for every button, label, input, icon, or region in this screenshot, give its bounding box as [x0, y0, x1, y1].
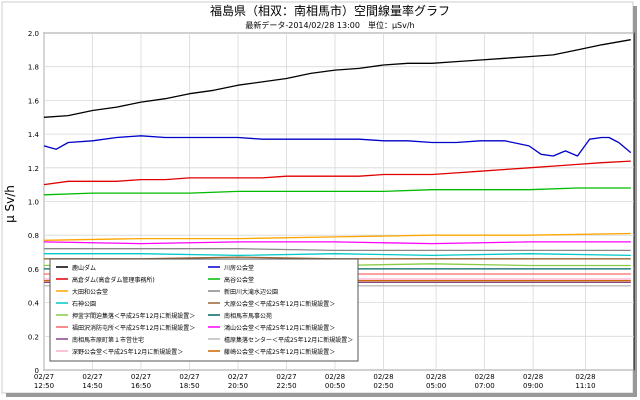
x-tick-time: 22:50 — [276, 382, 296, 390]
legend-label: 高倉ダム(高倉ダム管理事務所) — [72, 276, 155, 284]
x-tick-date: 02/27 — [34, 373, 54, 381]
x-tick-date: 02/27 — [228, 373, 248, 381]
y-tick-label: 1.6 — [28, 97, 40, 105]
series-line-1 — [43, 135, 632, 157]
legend-label: 鴻山公会堂＜平成25年12月に新規設置＞ — [224, 324, 335, 332]
legend-label: 押釜字間迫集落＜平成25年12月に新規設置＞ — [72, 312, 195, 320]
y-tick-label: 0.6 — [28, 266, 40, 274]
legend-label: 石神公園 — [72, 300, 96, 308]
x-tick-time: 18:50 — [179, 382, 199, 390]
series-line-2 — [43, 160, 631, 186]
chart-title: 福島県（相双：南相馬市）空間線量率グラフ — [210, 3, 450, 18]
x-tick-time: 07:00 — [475, 382, 495, 390]
frame-shadow-bottom — [6, 393, 637, 397]
legend-label: 藤崎公会堂＜平成25年12月に新規設置＞ — [224, 348, 335, 356]
y-ticks: 0 0.2 0.4 0.6 0.8 1.0 1.2 1.4 1.6 1.8 2.0 — [28, 30, 40, 375]
x-tick-time: 05:00 — [426, 382, 446, 390]
legend-label: 高谷公会堂 — [224, 276, 254, 284]
x-tick-date: 02/27 — [179, 373, 199, 381]
legend-label: 橲原集落センター＜平成25年12月に新規設置＞ — [224, 336, 353, 344]
series-line-0 — [43, 39, 631, 118]
x-tick-time: 16:50 — [131, 382, 151, 390]
x-tick-time: 11:10 — [575, 382, 595, 390]
series-line-6 — [44, 253, 631, 257]
x-tick-date: 02/28 — [325, 373, 345, 381]
x-tick-time: 14:50 — [82, 382, 102, 390]
x-tick-date: 02/27 — [82, 373, 102, 381]
x-tick-date: 02/28 — [523, 373, 543, 381]
legend-label: 鹿山ダム — [72, 264, 96, 272]
y-tick-label: 0.4 — [28, 300, 40, 308]
legend-label: 新田川大滝水辺公園 — [224, 288, 278, 296]
y-tick-label: 2.0 — [28, 30, 39, 38]
legend-label: 大田和公会堂 — [72, 288, 108, 296]
series-line-11 — [43, 241, 631, 245]
x-tick-time: 02:50 — [373, 382, 393, 390]
y-tick-label: 0.2 — [28, 333, 39, 341]
legend-label: 南相馬市馬事公苑 — [224, 312, 272, 320]
x-tick-date: 02/28 — [373, 373, 393, 381]
x-tick-time: 20:50 — [228, 382, 248, 390]
x-ticks: 02/2712:5002/2714:5002/2716:5002/2718:50… — [34, 373, 596, 390]
y-tick-label: 1.2 — [28, 165, 39, 173]
y-tick-label: 0 — [35, 367, 39, 375]
series-line-5 — [44, 248, 631, 252]
series-line-3 — [43, 187, 631, 196]
x-tick-time: 09:00 — [523, 382, 543, 390]
x-tick-date: 02/28 — [475, 373, 495, 381]
x-tick-date: 02/27 — [131, 373, 151, 381]
y-axis-label: μ Sv/h — [3, 185, 17, 223]
x-tick-date: 02/28 — [426, 373, 446, 381]
chart-subtitle: 最新データ-2014/02/28 13:00 単位：μSv/h — [245, 20, 414, 30]
x-tick-time: 12:50 — [34, 382, 54, 390]
x-tick-time: 00:50 — [325, 382, 345, 390]
x-tick-date: 02/27 — [276, 373, 296, 381]
frame-shadow-right — [633, 6, 637, 396]
legend-label: 大原公会堂＜平成25年12月に新規設置＞ — [224, 300, 335, 308]
series-line-4 — [43, 232, 631, 241]
y-tick-label: 0.8 — [28, 232, 39, 240]
legend-label: 福田沢消防屯所＜平成25年12月に新規設置＞ — [72, 324, 195, 332]
y-tick-label: 1.0 — [28, 199, 39, 207]
legend-box — [49, 258, 359, 362]
legend-label: 川房公会堂 — [224, 264, 254, 272]
legend-label: 深野公会堂＜平成25年12月に新規設置＞ — [72, 348, 183, 356]
x-tick-date: 02/28 — [575, 373, 595, 381]
y-tick-label: 1.4 — [28, 131, 40, 139]
y-tick-label: 1.8 — [28, 64, 39, 72]
legend-label: 南相馬市原町第１市営住宅 — [72, 336, 144, 344]
